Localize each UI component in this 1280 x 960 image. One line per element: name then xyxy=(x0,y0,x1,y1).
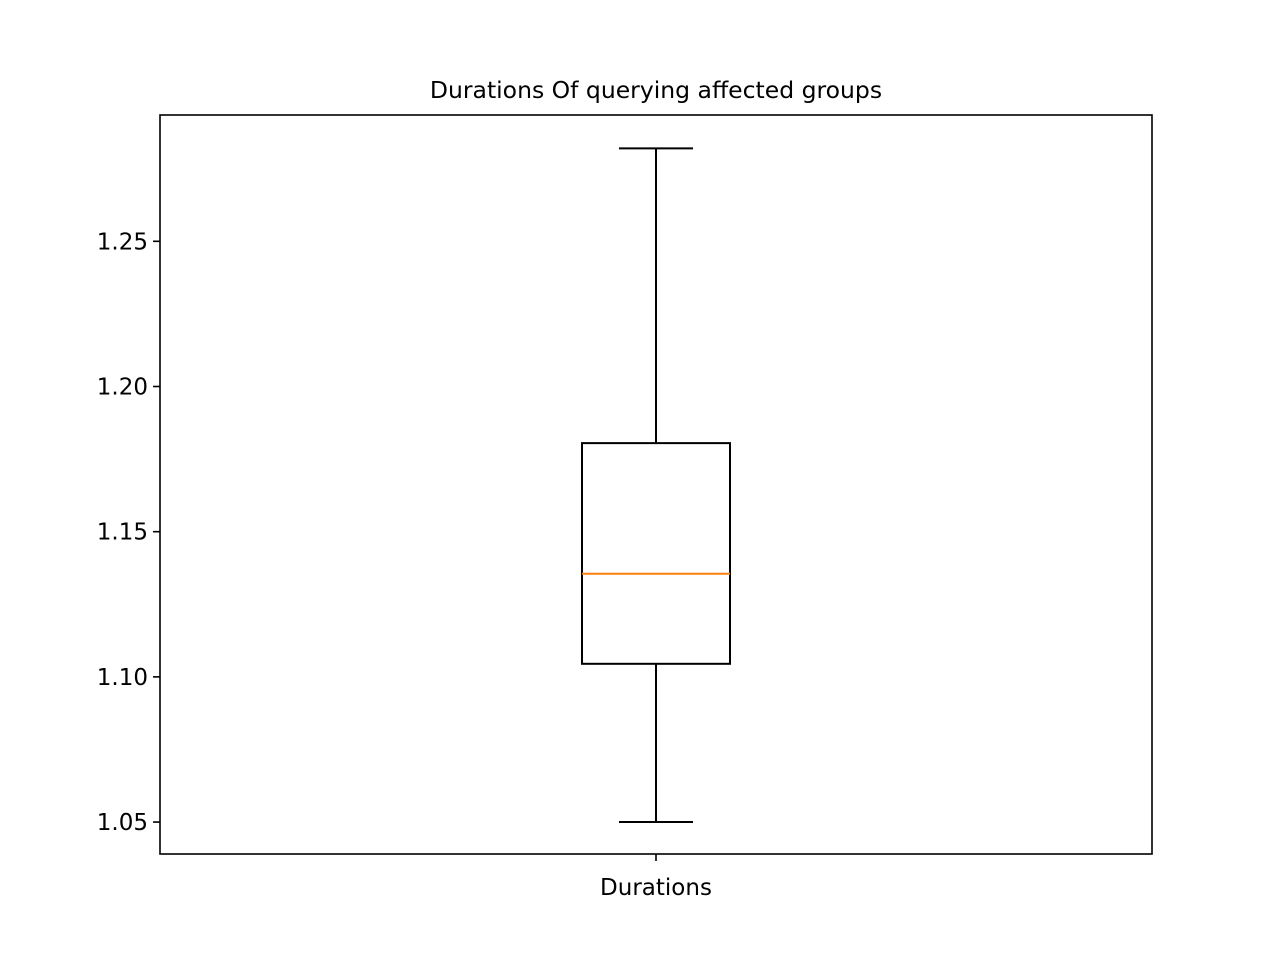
chart-title: Durations Of querying affected groups xyxy=(430,76,882,104)
y-tick-label: 1.15 xyxy=(97,520,148,546)
box-elements xyxy=(581,147,731,824)
plot-frame xyxy=(159,114,1153,855)
x-tick-label: Durations xyxy=(600,875,712,901)
y-tick-label: 1.10 xyxy=(97,665,148,691)
y-tick-label: 1.05 xyxy=(97,810,148,836)
y-tick-label: 1.25 xyxy=(97,229,148,255)
y-axis-ticks: 1.05 1.10 1.15 1.20 1.25 xyxy=(97,229,160,836)
x-axis-ticks: Durations xyxy=(600,854,712,901)
iqr-box xyxy=(581,442,731,665)
y-tick-label: 1.20 xyxy=(97,374,148,400)
